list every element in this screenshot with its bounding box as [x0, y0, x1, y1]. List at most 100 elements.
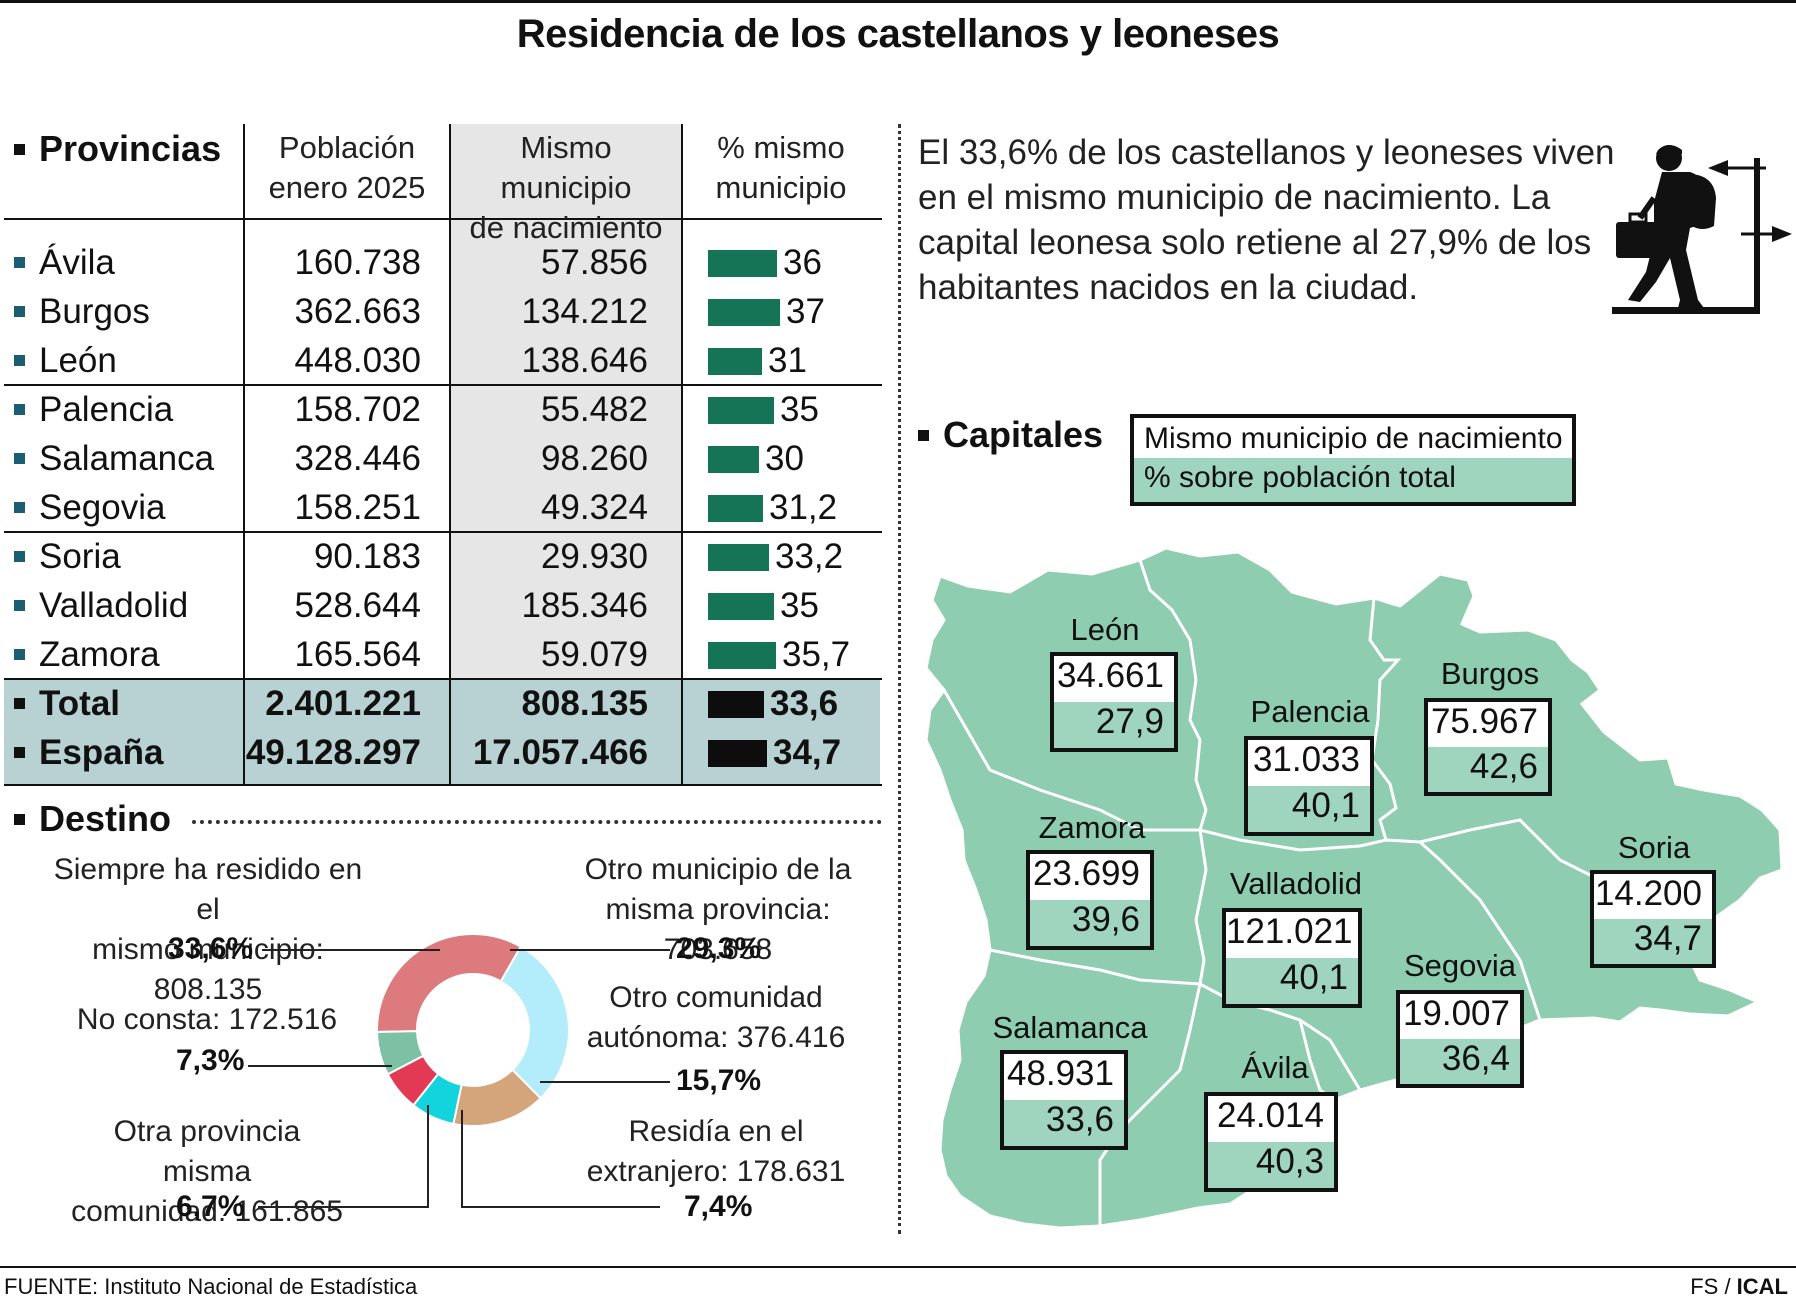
total-row-pct: 34,7: [773, 733, 842, 772]
bullet-square: [918, 429, 929, 441]
table-hline: [4, 531, 882, 533]
row-pct: 35: [780, 390, 819, 429]
row-mismo: 185.346: [521, 586, 648, 625]
row-name-cell: Segovia: [14, 485, 165, 531]
legend-line-mismo: Mismo municipio de nacimiento: [1134, 418, 1572, 458]
total-row-poblacion: 49.128.297: [245, 733, 421, 772]
table-vline: [681, 124, 683, 785]
row-name-cell: Ávila: [14, 240, 115, 286]
row-poblacion: 158.702: [294, 390, 421, 429]
donut-leader-line: [258, 1105, 429, 1208]
bullet-square: [14, 813, 25, 825]
row-name: Ávila: [39, 243, 115, 282]
capital-box: 19.007 36,4: [1396, 990, 1524, 1088]
destino-label-line: Otra provincia misma: [113, 1115, 301, 1188]
mismo-header-line2: de nacimiento: [469, 210, 663, 245]
destino-label: Siempre ha residido en el mismo municipio…: [38, 850, 378, 1010]
destino-label-line: extranjero: 178.631: [586, 1155, 846, 1188]
total-row-poblacion: 2.401.221: [265, 684, 421, 723]
total-row-mismo: 808.135: [521, 684, 648, 723]
row-name: Valladolid: [39, 586, 189, 625]
capital-box: 48.931 33,6: [1000, 1050, 1128, 1150]
donut-slice: [376, 933, 523, 1033]
bullet-square: [14, 453, 25, 465]
table-hline: [4, 218, 882, 220]
legend-line-pct: % sobre población total: [1134, 458, 1572, 502]
destino-label-line: Residía en el: [628, 1115, 804, 1148]
capital-mismo-value: 24.014: [1208, 1096, 1334, 1142]
capital-box: 31.033 40,1: [1244, 736, 1374, 836]
poblacion-header: Población enero 2025: [245, 128, 449, 208]
capital-name: Burgos: [1440, 656, 1540, 691]
row-pct-bar: [708, 250, 777, 277]
bullet-square: [14, 551, 25, 563]
capitales-heading-label: Capitales: [943, 414, 1104, 455]
donut-slice: [499, 945, 570, 1100]
capital-mismo-value: 19.007: [1400, 994, 1520, 1039]
row-pct-bar: [708, 593, 774, 620]
pct-header-line1: % mismo: [717, 130, 845, 165]
destino-label-line: mismo municipio: 808.135: [92, 933, 324, 1006]
bullet-square: [14, 698, 25, 710]
row-name: Soria: [39, 537, 121, 576]
total-row-name: Total: [39, 684, 121, 723]
row-pct-bar: [708, 299, 780, 326]
row-pct: 35,7: [782, 635, 851, 674]
capital-mismo-value: 75.967: [1428, 702, 1548, 747]
row-pct: 31,2: [769, 488, 838, 527]
donut-leader-line: [461, 1110, 660, 1208]
row-name: Palencia: [39, 390, 174, 429]
source-footer: FUENTE: Instituto Nacional de Estadístic…: [4, 1274, 418, 1299]
row-pct-bar: [708, 446, 759, 473]
pct-header-line2: municipio: [715, 170, 847, 205]
bullet-square: [14, 649, 25, 661]
destino-label: Otra provincia misma comunidad: 161.865: [66, 1112, 348, 1232]
destino-pct: 7,4%: [684, 1190, 753, 1223]
capital-name: Palencia: [1250, 694, 1370, 729]
capital-name: León: [1070, 612, 1140, 647]
capital-box: 75.967 42,6: [1424, 698, 1552, 796]
destino-label: No consta: 172.516: [72, 1000, 342, 1040]
row-name-cell: León: [14, 338, 117, 384]
row-name-cell: Soria: [14, 534, 121, 580]
destino-pct: 33,6%: [168, 932, 254, 965]
row-name: Zamora: [39, 635, 160, 674]
destino-label-line: misma provincia: 703.658: [605, 893, 831, 966]
row-poblacion: 448.030: [294, 341, 421, 380]
row-mismo: 29.930: [540, 537, 648, 576]
destino-label-line: autónoma: 376.416: [586, 1021, 846, 1054]
capital-box: 23.699 39,6: [1026, 850, 1154, 950]
destino-heading-label: Destino: [39, 798, 172, 839]
row-pct-bar: [708, 397, 774, 424]
row-name: Burgos: [39, 292, 150, 331]
destino-dotted-rule: [192, 820, 882, 824]
destino-label-line: Siempre ha residido en el: [53, 853, 363, 926]
total-row-name-cell: Total: [14, 681, 120, 727]
capital-mismo-value: 31.033: [1248, 740, 1370, 786]
capital-name: Valladolid: [1229, 866, 1363, 901]
provincias-header-label: Provincias: [39, 128, 222, 169]
total-row-mismo: 17.057.466: [472, 733, 648, 772]
capital-name: Segovia: [1403, 948, 1517, 983]
walking-person-icon: [1612, 145, 1792, 314]
row-name: León: [39, 341, 117, 380]
donut-slice: [375, 1030, 425, 1076]
mismo-column-bg: [450, 124, 682, 785]
capital-name: Zamora: [1038, 810, 1146, 845]
mismo-header: Mismo municipio de nacimiento: [451, 128, 681, 248]
capital-pct-value: 33,6: [1004, 1100, 1124, 1146]
total-row-pct: 33,6: [770, 684, 839, 723]
row-name-cell: Zamora: [14, 632, 160, 678]
row-name-cell: Salamanca: [14, 436, 214, 482]
row-poblacion: 158.251: [294, 488, 421, 527]
destino-pct: 7,3%: [176, 1044, 245, 1077]
capital-pct-value: 34,7: [1594, 919, 1712, 964]
row-mismo: 98.260: [540, 439, 648, 478]
destino-label: Otro comunidad autónoma: 376.416: [586, 978, 846, 1058]
destino-label-line: No consta: 172.516: [76, 1003, 338, 1036]
destino-label-line: comunidad: 161.865: [71, 1195, 343, 1228]
capital-box: 34.661 27,9: [1050, 652, 1178, 752]
row-poblacion: 165.564: [294, 635, 421, 674]
